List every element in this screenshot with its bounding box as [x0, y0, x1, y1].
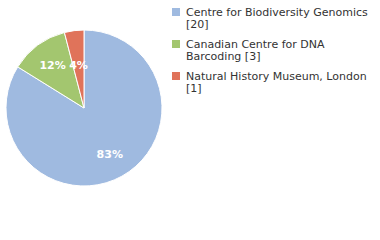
- legend: Centre for Biodiversity Genomics[20] Cana…: [172, 6, 368, 95]
- data-label: 4%: [69, 59, 88, 72]
- legend-swatch: [172, 8, 180, 16]
- pie: [6, 30, 162, 186]
- chart: 83% 12% 4% Centre for Biodiversity Genomics…: [0, 0, 380, 240]
- legend-label: Natural History Museum, London[1]: [186, 70, 367, 95]
- legend-label: Canadian Centre for DNABarcoding [3]: [186, 38, 325, 63]
- data-label: 83%: [97, 148, 123, 161]
- legend-label: Centre for Biodiversity Genomics[20]: [186, 6, 368, 31]
- legend-swatch: [172, 40, 180, 48]
- data-label: 12%: [39, 59, 65, 72]
- slice: [6, 30, 162, 186]
- data-labels: 83% 12% 4%: [39, 59, 123, 161]
- legend-swatch: [172, 72, 180, 80]
